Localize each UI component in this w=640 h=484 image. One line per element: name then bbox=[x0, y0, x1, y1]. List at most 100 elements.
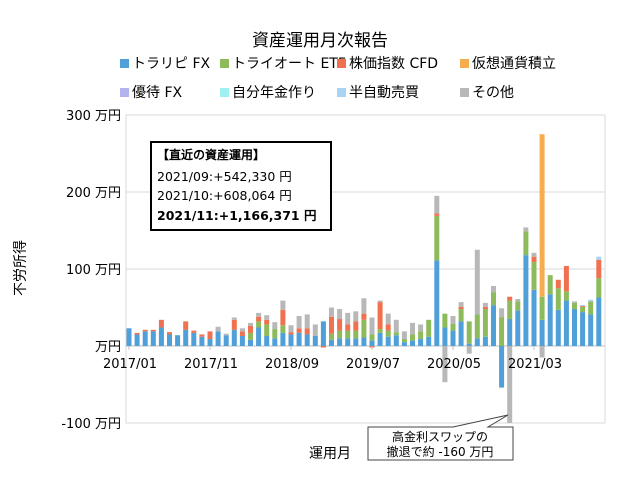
bar-segment bbox=[296, 328, 302, 333]
bar-segment bbox=[280, 332, 286, 346]
bar-segment bbox=[256, 316, 262, 322]
bar-segment bbox=[507, 296, 513, 301]
bar-segment bbox=[482, 302, 488, 307]
bar-segment bbox=[329, 316, 334, 334]
chart-title: 資産運用月次報告 bbox=[252, 31, 388, 51]
bar-segment bbox=[531, 289, 537, 346]
bar-segment bbox=[175, 335, 181, 346]
bar-segment bbox=[515, 310, 521, 346]
bar-segment bbox=[588, 314, 594, 346]
x-tick-label: 2017/11 bbox=[184, 357, 238, 372]
bar-segment bbox=[264, 319, 270, 325]
bar-segment bbox=[450, 330, 456, 346]
bar-segment bbox=[150, 331, 156, 346]
bar-segment bbox=[580, 312, 586, 346]
bar-segment bbox=[337, 319, 343, 331]
bar-segment bbox=[580, 305, 586, 306]
legend-swatch bbox=[460, 59, 469, 68]
bar-segment bbox=[329, 307, 334, 317]
bar-segment bbox=[385, 313, 391, 325]
bar-segment bbox=[288, 325, 294, 333]
bar-segment bbox=[167, 332, 172, 335]
legend-label: 優待 FX bbox=[132, 85, 183, 101]
bar-segment bbox=[377, 302, 383, 330]
callout-frame bbox=[367, 414, 514, 461]
bar-segment bbox=[393, 332, 399, 336]
bar-segment bbox=[207, 331, 213, 340]
bar-segment bbox=[588, 299, 594, 302]
legend-label: 半自動売買 bbox=[349, 85, 419, 101]
bar-segment bbox=[596, 259, 602, 279]
bar-segment bbox=[272, 338, 278, 346]
x-axis-ticks: 2017/01 2017/11 2018/09 2019/07 2020/05 2021/… bbox=[103, 346, 562, 372]
bar-segment bbox=[539, 346, 545, 358]
bar-segment bbox=[345, 330, 351, 339]
bar-segment bbox=[588, 301, 594, 315]
bar-segment bbox=[466, 321, 472, 344]
bar-segment bbox=[555, 279, 561, 289]
bar-segment bbox=[442, 346, 448, 383]
bar-segment bbox=[369, 340, 375, 346]
x-tick-label: 2017/01 bbox=[103, 357, 157, 372]
bar-segment bbox=[499, 317, 505, 346]
bar-segment bbox=[434, 260, 440, 346]
bar-segment bbox=[337, 338, 343, 346]
bar-segment bbox=[304, 314, 310, 329]
bar-segment bbox=[401, 342, 407, 346]
bar-segment bbox=[345, 338, 351, 346]
bar-segment bbox=[442, 313, 448, 328]
bar-segment bbox=[418, 324, 424, 332]
bar-segment bbox=[385, 324, 391, 331]
bar-segment bbox=[353, 330, 359, 339]
bar-segment bbox=[531, 256, 537, 263]
bar-segment bbox=[264, 315, 270, 320]
legend-label: トラリピ FX bbox=[132, 56, 211, 72]
bar-segment bbox=[499, 346, 505, 388]
bar-segment bbox=[539, 134, 545, 297]
bar-segment bbox=[353, 321, 359, 331]
bar-segment bbox=[434, 213, 440, 216]
bar-segment bbox=[410, 322, 415, 335]
bar-segment bbox=[288, 332, 294, 335]
bar-segment bbox=[167, 334, 172, 346]
bar-segment bbox=[523, 231, 529, 256]
bar-segment bbox=[426, 336, 432, 346]
y-tick-label: 300 万円 bbox=[66, 109, 121, 124]
bar-segment bbox=[312, 335, 318, 346]
bar-segment bbox=[304, 328, 310, 335]
bar-segment bbox=[596, 256, 602, 260]
legend-swatch bbox=[460, 88, 469, 97]
bar-segment bbox=[580, 305, 586, 307]
bar-segment bbox=[393, 335, 399, 346]
bar-segment bbox=[410, 334, 415, 341]
bar-segment bbox=[134, 334, 140, 346]
bar-segment bbox=[239, 328, 245, 332]
bar-segment bbox=[231, 317, 237, 320]
bar-segment bbox=[329, 333, 334, 340]
bar-segment bbox=[361, 337, 367, 346]
bar-segment bbox=[563, 300, 569, 346]
bar-segment bbox=[539, 296, 545, 320]
bar-segment bbox=[450, 323, 456, 331]
bar-segment bbox=[507, 319, 513, 346]
x-tick-label: 2020/05 bbox=[427, 357, 481, 372]
bar-segment bbox=[596, 297, 602, 346]
bar-segment bbox=[134, 332, 140, 335]
bar-segment bbox=[231, 319, 237, 330]
bar-segment bbox=[272, 329, 278, 339]
y-tick-label: -100 万円 bbox=[61, 417, 121, 432]
bar-segment bbox=[507, 300, 513, 320]
bar-segment bbox=[215, 326, 221, 332]
bar-segment bbox=[466, 346, 472, 354]
bar-segment bbox=[515, 301, 521, 311]
bar-segment bbox=[482, 309, 488, 337]
bar-segment bbox=[474, 314, 480, 339]
bar-segment bbox=[248, 325, 253, 333]
bar-segment bbox=[401, 331, 407, 340]
bar-segment bbox=[256, 327, 262, 346]
bar-segment bbox=[531, 262, 537, 290]
callout-line: 高金利スワップの bbox=[392, 429, 488, 444]
bar-segment bbox=[320, 321, 326, 346]
bar-segment bbox=[563, 265, 569, 292]
bar-segment bbox=[377, 332, 383, 346]
